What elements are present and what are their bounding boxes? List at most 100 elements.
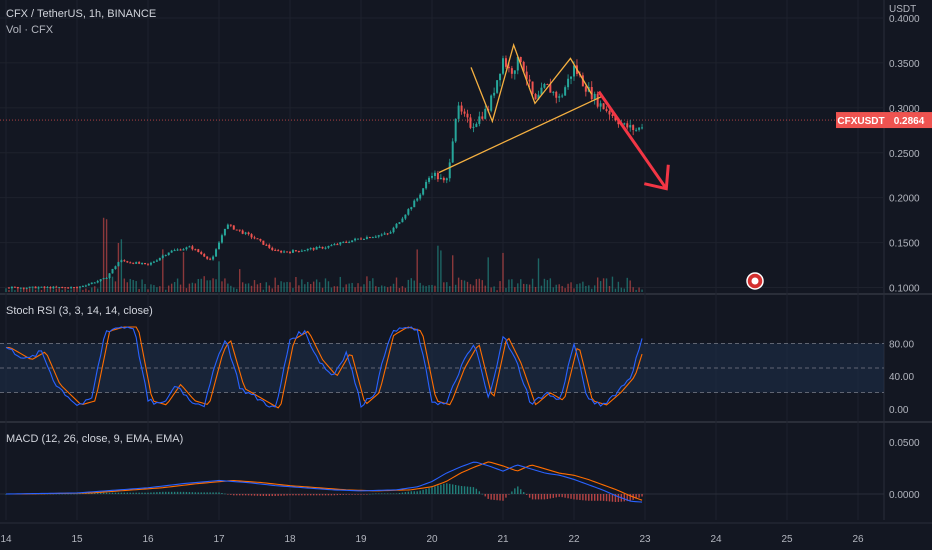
volume-bar: [342, 287, 344, 292]
macd-histogram-bar: [505, 494, 507, 498]
macd-histogram-bar: [259, 494, 262, 496]
volume-bar: [46, 288, 49, 292]
macd-histogram-bar: [599, 494, 602, 501]
candle-body: [250, 234, 253, 238]
stoch-rsi-label[interactable]: Stoch RSI (3, 3, 14, 14, close): [6, 305, 153, 317]
volume-bar: [236, 288, 238, 292]
candle-body: [499, 73, 502, 81]
volume-bar: [407, 279, 410, 292]
volume-bar: [58, 288, 60, 292]
macd-histogram-bar: [549, 494, 552, 499]
volume-label[interactable]: Vol · CFX: [6, 24, 54, 36]
macd-histogram-bar: [173, 491, 176, 494]
macd-histogram-bar: [591, 494, 593, 501]
volume-bar: [614, 288, 617, 292]
macd-histogram-bar: [321, 494, 324, 496]
candle-body: [336, 244, 339, 246]
macd-histogram-bar: [449, 483, 451, 494]
macd-histogram-bar: [150, 492, 152, 494]
macd-histogram-bar: [635, 494, 637, 499]
candle-body: [445, 178, 448, 181]
volume-bar: [591, 288, 593, 292]
volume-bar: [268, 285, 270, 292]
macd-histogram-bar: [608, 494, 611, 502]
volume-bar: [401, 286, 404, 292]
candle-body: [191, 246, 194, 250]
pattern-drawing: [438, 42, 764, 290]
macd-histogram-bar: [218, 492, 220, 494]
candle-body: [123, 260, 126, 262]
volume-bar: [484, 285, 486, 292]
candle-body: [389, 232, 392, 234]
macd-histogram-bar: [250, 494, 253, 496]
macd-histogram-bar: [262, 494, 265, 497]
macd-histogram-bar: [502, 494, 504, 501]
candle-body: [330, 245, 333, 247]
volume-bar: [357, 283, 359, 292]
macd-histogram-bar: [295, 494, 297, 496]
candle-body: [81, 286, 84, 288]
volume-bar: [398, 287, 401, 292]
symbol-title[interactable]: CFX / TetherUS, 1h, BINANCE: [6, 8, 157, 20]
candle-body: [185, 247, 188, 250]
candle-body: [439, 177, 442, 180]
volume-bar: [520, 279, 522, 292]
macd-histogram-bar: [475, 488, 478, 494]
volume-bar: [369, 281, 371, 292]
candle-body: [567, 78, 570, 88]
macd-histogram-bar: [466, 486, 469, 494]
candle-body: [442, 177, 445, 181]
volume-bar: [487, 257, 489, 292]
candle-body: [306, 248, 309, 251]
candle-body: [573, 65, 575, 77]
macd-histogram-bar: [117, 492, 120, 494]
volume-bar: [61, 289, 63, 292]
volume-bar: [129, 278, 131, 292]
macd-histogram-bar: [304, 494, 306, 496]
volume-bar: [404, 287, 407, 292]
volume-bar: [79, 287, 81, 292]
candle-body: [99, 279, 102, 282]
candle-body: [315, 246, 318, 250]
macd-histogram-bar: [517, 486, 519, 494]
macd-histogram-bar: [499, 494, 501, 501]
volume-bar: [221, 281, 223, 292]
candle-body: [223, 228, 226, 236]
macd-histogram-bar: [203, 492, 205, 494]
volume-bar: [336, 286, 339, 292]
candle-body: [64, 287, 67, 289]
macd-histogram-bar: [108, 492, 111, 494]
macd-histogram-bar: [537, 494, 540, 500]
grid: [0, 0, 932, 524]
candle-body: [262, 240, 265, 245]
candle-body: [247, 232, 250, 235]
macd-histogram-bar: [454, 484, 457, 494]
macd-histogram-bar: [596, 494, 599, 501]
macd-histogram-bar: [165, 491, 167, 494]
macd-histogram-bar: [73, 493, 75, 495]
candle-body: [407, 209, 410, 215]
volume-bar: [348, 283, 350, 292]
candle-body: [351, 240, 354, 243]
candle-body: [404, 214, 407, 219]
macd-tick-label: 0.0000: [889, 490, 920, 501]
macd-histogram-bar: [318, 494, 321, 496]
macd-histogram-bar: [307, 494, 309, 496]
macd-histogram-bar: [440, 484, 442, 494]
volume-bar: [105, 219, 108, 292]
volume-bar: [283, 282, 285, 292]
macd-histogram-bar: [422, 489, 424, 494]
candle-body: [377, 235, 380, 237]
volume-bar: [117, 242, 120, 292]
macd-histogram-bar: [159, 491, 161, 494]
candle-body: [525, 71, 528, 80]
macd-histogram-bar: [434, 486, 436, 494]
volume-bar: [502, 252, 504, 292]
macd-histogram-bar: [221, 492, 223, 494]
macd-label[interactable]: MACD (12, 26, close, 9, EMA, EMA): [6, 433, 183, 445]
x-tick-label: 21: [497, 534, 509, 545]
volume-bar: [126, 282, 128, 292]
candle-body: [531, 81, 534, 94]
volume-bar: [141, 279, 143, 292]
